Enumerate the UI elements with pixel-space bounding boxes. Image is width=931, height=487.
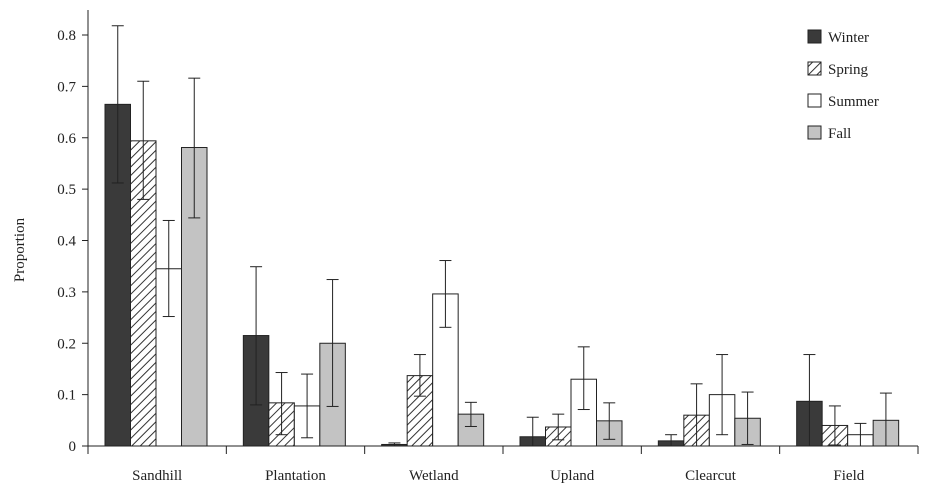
category-label: Upland [550, 468, 595, 484]
error-bars [111, 25, 892, 447]
axes [87, 10, 919, 454]
category-label: Wetland [409, 468, 459, 484]
y-tick-label: 0.5 [57, 182, 76, 198]
legend-label-fall: Fall [828, 126, 851, 142]
y-tick-label: 0.7 [57, 79, 76, 95]
y-tick-label: 0.1 [57, 388, 76, 404]
legend-label-summer: Summer [828, 94, 879, 110]
category-label: Plantation [265, 468, 326, 484]
bars [104, 103, 900, 447]
legend-swatch-summer [807, 93, 822, 108]
category-label: Field [833, 468, 864, 484]
legend-label-winter: Winter [828, 30, 869, 46]
y-axis-label: Proportion [12, 217, 28, 282]
category-label: Clearcut [685, 468, 737, 484]
legend-label-spring: Spring [828, 62, 869, 78]
y-tick-label: 0.3 [57, 285, 76, 301]
y-tick-label: 0.8 [57, 28, 76, 44]
legend-swatch-winter [807, 29, 822, 44]
category-label: Sandhill [132, 468, 182, 484]
y-tick-label: 0.6 [57, 131, 76, 147]
legend: Winter Spring Summer Fall [807, 29, 879, 142]
y-tick-label: 0.2 [57, 336, 76, 352]
bar-fall [457, 413, 485, 447]
legend-swatch-spring [807, 61, 822, 76]
y-axis-ticks: 0 0.1 0.2 0.3 0.4 0.5 0.6 0.7 0.8 [57, 28, 88, 455]
y-tick-label: 0 [69, 439, 77, 455]
legend-swatch-fall [807, 125, 822, 140]
x-axis-labels: Sandhill Plantation Wetland Upland Clearcut F… [132, 468, 865, 484]
y-tick-label: 0.4 [57, 234, 76, 250]
